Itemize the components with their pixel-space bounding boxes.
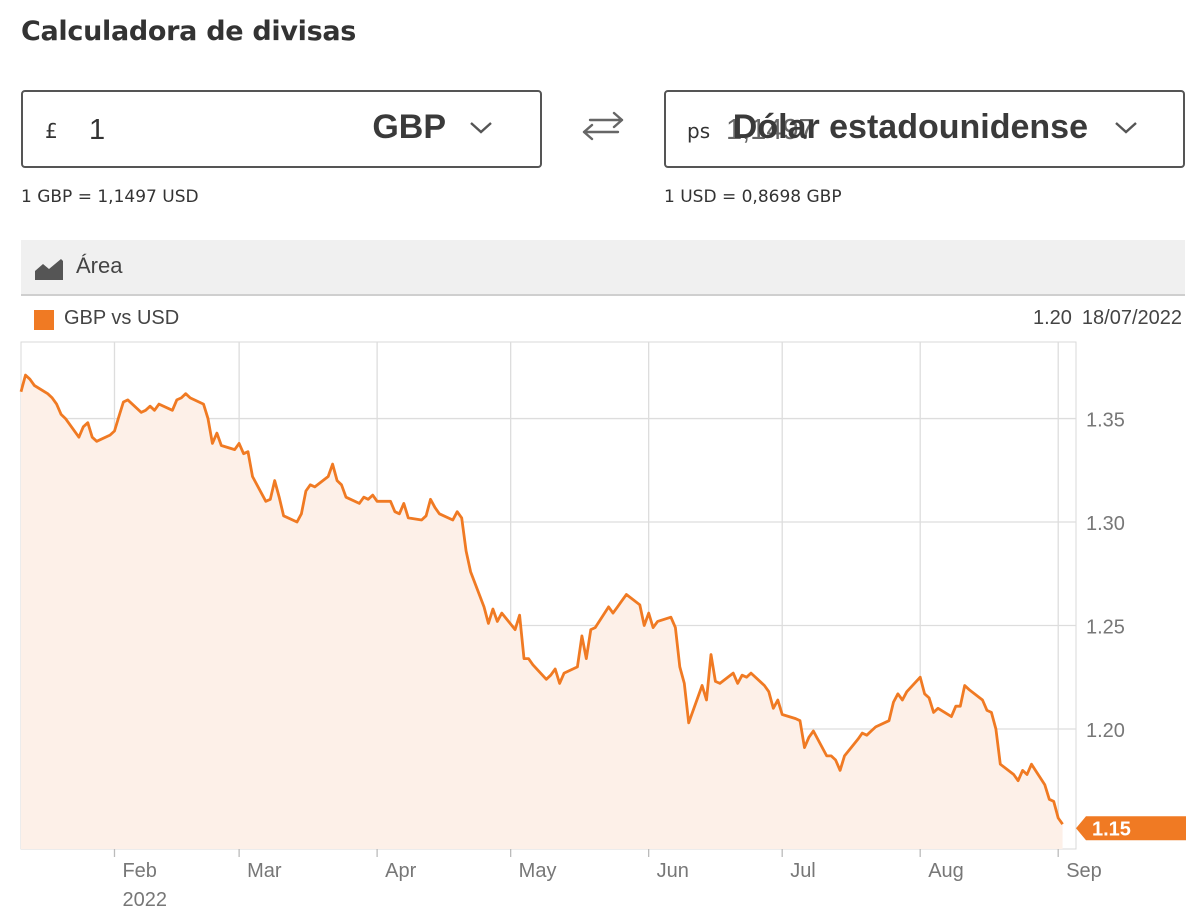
to-amount-input[interactable] — [726, 110, 926, 150]
hover-date: 18/07/2022 — [1081, 307, 1182, 329]
series-area — [21, 375, 1063, 849]
to-currency-select[interactable]: Dólar estadounidense — [732, 108, 1088, 146]
x-tick-label: Feb — [122, 860, 156, 882]
x-tick-label: Sep — [1066, 860, 1102, 882]
x-tick-label: May — [519, 860, 557, 882]
legend-swatch — [34, 310, 54, 330]
x-tick-label: Jul — [790, 860, 816, 882]
from-currency-field[interactable]: £ GBP — [21, 90, 542, 168]
x-tick-label: Apr — [385, 860, 416, 882]
swap-arrows-icon[interactable] — [578, 106, 628, 146]
chevron-down-icon[interactable] — [468, 118, 494, 138]
chevron-down-icon[interactable] — [1113, 118, 1139, 138]
last-value-label: 1.15 — [1092, 818, 1131, 840]
hover-readout: 1.20 18/07/2022 — [1023, 307, 1182, 330]
legend-label: GBP vs USD — [64, 307, 180, 329]
last-value-tag — [1076, 816, 1186, 841]
y-tick-label: 1.20 — [1086, 720, 1125, 742]
from-amount-input[interactable] — [89, 110, 339, 150]
x-tick-label: Mar — [247, 860, 282, 882]
from-currency-symbol: £ — [45, 119, 58, 143]
y-tick-label: 1.25 — [1086, 617, 1125, 639]
hover-value: 1.20 — [1032, 307, 1072, 329]
y-tick-label: 1.35 — [1086, 410, 1125, 432]
to-currency-field[interactable]: ps Dólar estadounidense — [664, 90, 1185, 168]
x-year-label: 2022 — [122, 889, 167, 907]
to-currency-symbol: ps — [687, 119, 711, 143]
chart-type-selector[interactable]: Área — [21, 240, 1185, 296]
series-line — [19, 373, 1064, 826]
y-tick-label: 1.30 — [1086, 513, 1125, 535]
from-currency-select[interactable]: GBP — [372, 108, 446, 146]
rate-chart[interactable]: Feb 2022 Mar Apr May Jun Jul Aug Sep 1.20 1.25 1.30… — [0, 335, 1200, 907]
to-rate-text: 1 USD = 0,8698 GBP — [664, 187, 842, 207]
page-title: Calculadora de divisas — [21, 16, 357, 47]
area-chart-icon — [35, 259, 63, 280]
x-tick-label: Aug — [928, 860, 964, 882]
from-rate-text: 1 GBP = 1,1497 USD — [21, 187, 199, 207]
chart-type-label: Área — [76, 253, 123, 278]
x-tick-label: Jun — [657, 860, 689, 882]
